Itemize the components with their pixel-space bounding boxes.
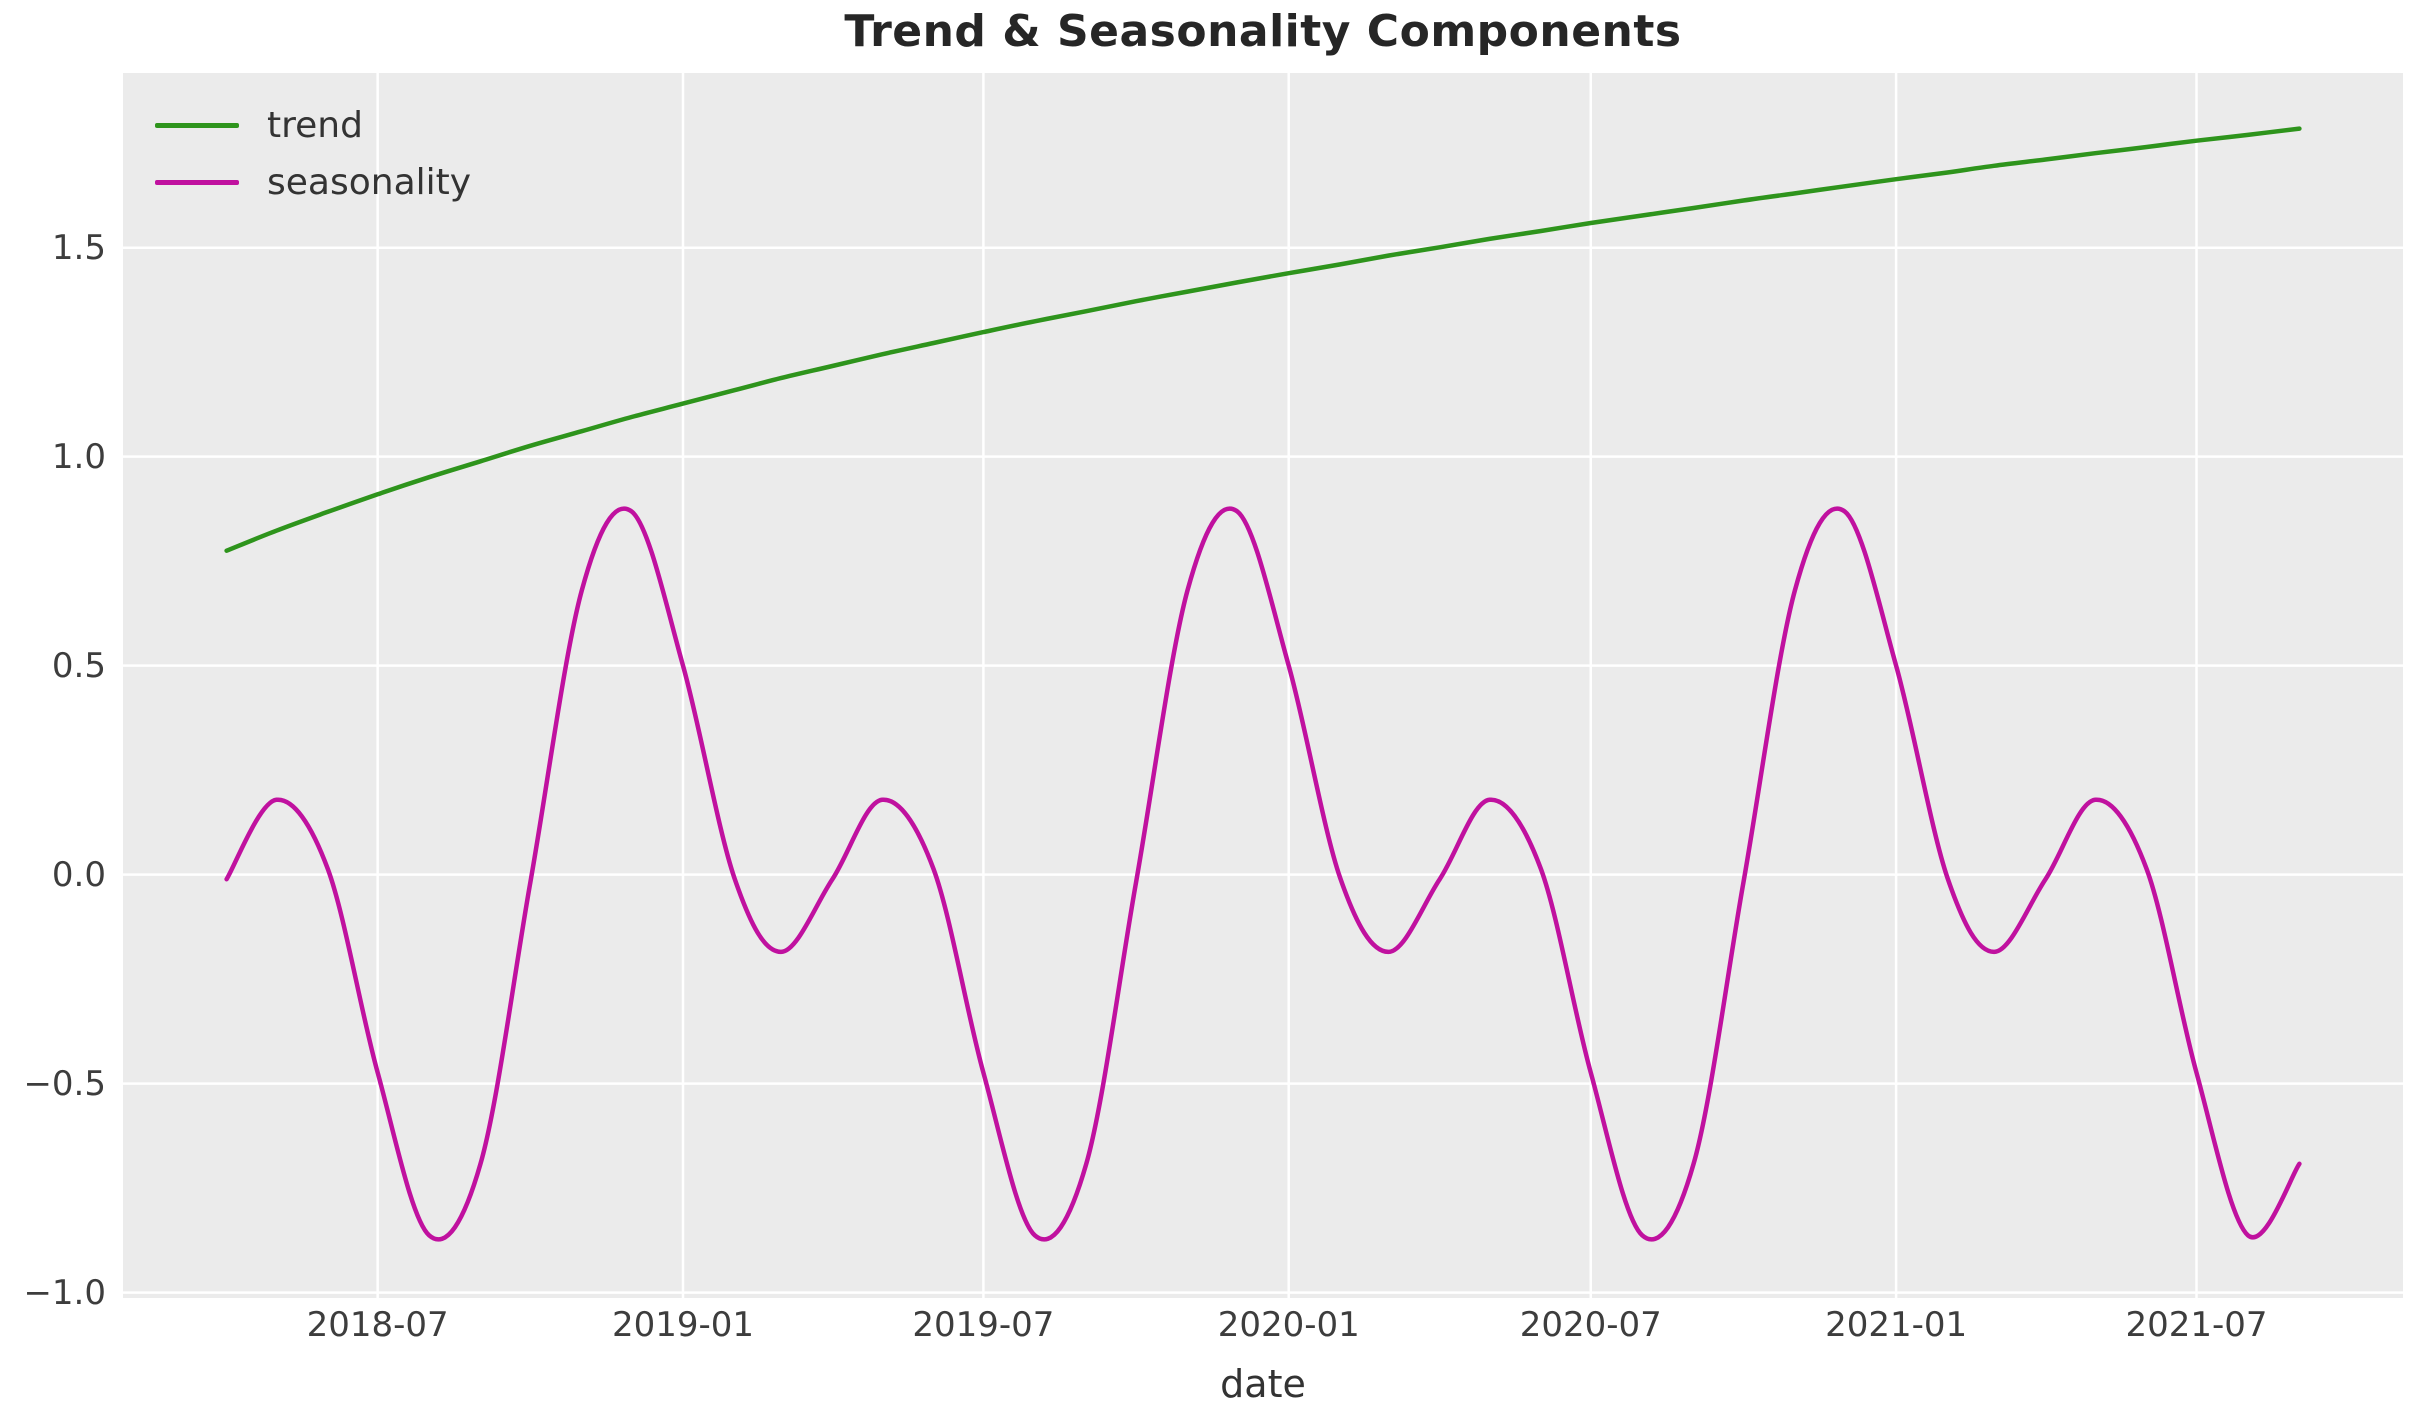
- chart-title: Trend & Seasonality Components: [844, 6, 1682, 57]
- x-tick-label: 2021-07: [2125, 1305, 2268, 1345]
- y-tick-label: 1.5: [51, 227, 106, 268]
- trend-legend-line: [155, 123, 239, 128]
- x-tick-label: 2020-01: [1217, 1305, 1360, 1345]
- y-tick-label: −1.0: [23, 1272, 106, 1313]
- seasonality-line: [224, 506, 2302, 1242]
- legend-item-seasonality: seasonality: [155, 154, 471, 211]
- y-tick-label: 1.0: [51, 436, 106, 477]
- legend: trend seasonality: [155, 97, 471, 211]
- x-tick-label: 2021-01: [1825, 1305, 1968, 1345]
- y-tick-label: −0.5: [23, 1063, 106, 1104]
- x-gridlines: [376, 73, 2198, 1298]
- legend-item-trend: trend: [155, 97, 471, 154]
- x-tick-label: 2019-07: [912, 1305, 1055, 1345]
- y-tick-label: 0.0: [51, 854, 106, 895]
- plot-area: [123, 73, 2403, 1298]
- trend-legend-label: trend: [267, 104, 363, 146]
- x-tick-label: 2019-01: [611, 1305, 755, 1345]
- trend-line: [224, 126, 2302, 553]
- seasonality-legend-label: seasonality: [267, 161, 472, 203]
- y-gridlines: [123, 246, 2403, 1294]
- y-tick-label: 0.5: [51, 645, 106, 686]
- seasonality-legend-line: [155, 180, 239, 185]
- x-axis-title: date: [1220, 1362, 1306, 1406]
- x-tick-label: 2018-07: [306, 1305, 449, 1345]
- x-tick-label: 2020-07: [1519, 1305, 1662, 1345]
